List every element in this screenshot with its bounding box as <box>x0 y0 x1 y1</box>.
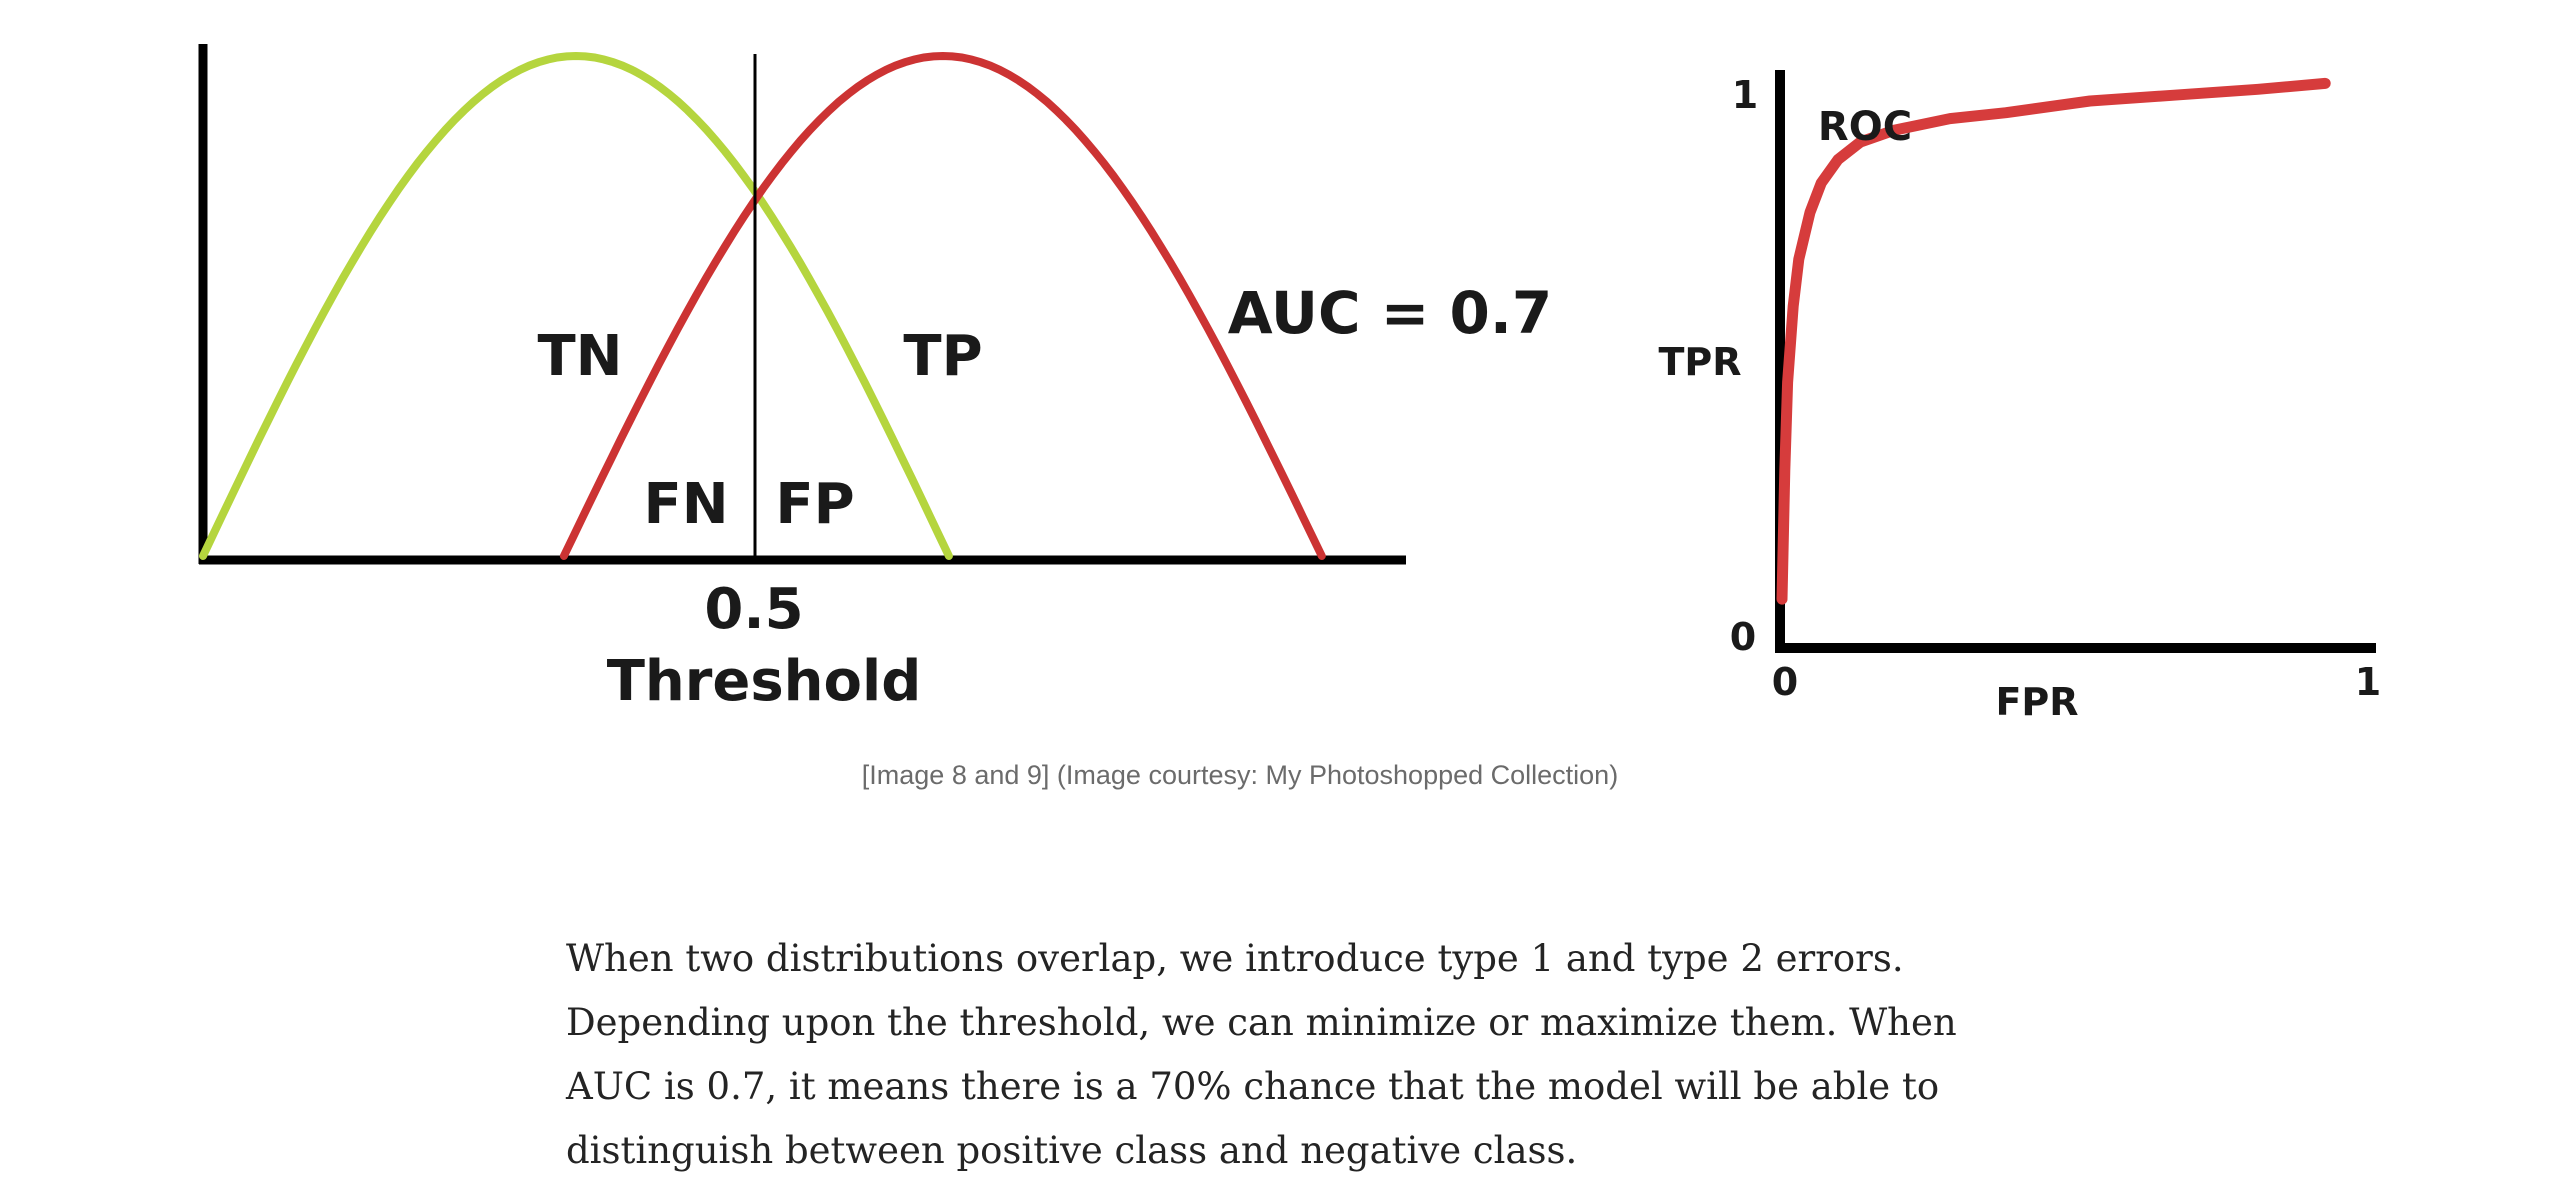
roc-curve <box>1776 77 2331 605</box>
roc-x-tick-right: 1 <box>2355 660 2381 704</box>
threshold-axis-label: Threshold <box>607 649 922 714</box>
fp-label: FP <box>775 472 854 537</box>
roc-series-label: ROC <box>1818 104 1912 150</box>
figure: TN TP FN FP AUC = 0.7 0.5 Threshold ROC … <box>198 44 2381 724</box>
figure-caption: [Image 8 and 9] (Image courtesy: My Phot… <box>861 760 1619 790</box>
roc-x-axis-label: FPR <box>1995 680 2078 724</box>
roc-x-tick-left: 0 <box>1772 660 1798 704</box>
auc-label: AUC = 0.7 <box>1228 279 1553 347</box>
roc-y-axis-label: TPR <box>1658 340 1741 384</box>
roc-chart: ROC TPR FPR 1 0 0 1 <box>1658 70 2381 724</box>
negative-distribution-curve <box>199 51 953 560</box>
roc-y-tick-bottom: 0 <box>1730 615 1756 659</box>
positive-distribution-curve <box>559 51 1326 560</box>
tn-label: TN <box>537 324 622 389</box>
fn-label: FN <box>643 472 728 537</box>
distribution-chart: TN TP FN FP AUC = 0.7 0.5 Threshold <box>198 44 1553 714</box>
body-paragraph: When two distributions overlap, we intro… <box>566 937 1957 1172</box>
threshold-value-label: 0.5 <box>704 577 803 642</box>
tp-label: TP <box>903 324 982 389</box>
roc-y-tick-top: 1 <box>1732 73 1758 117</box>
